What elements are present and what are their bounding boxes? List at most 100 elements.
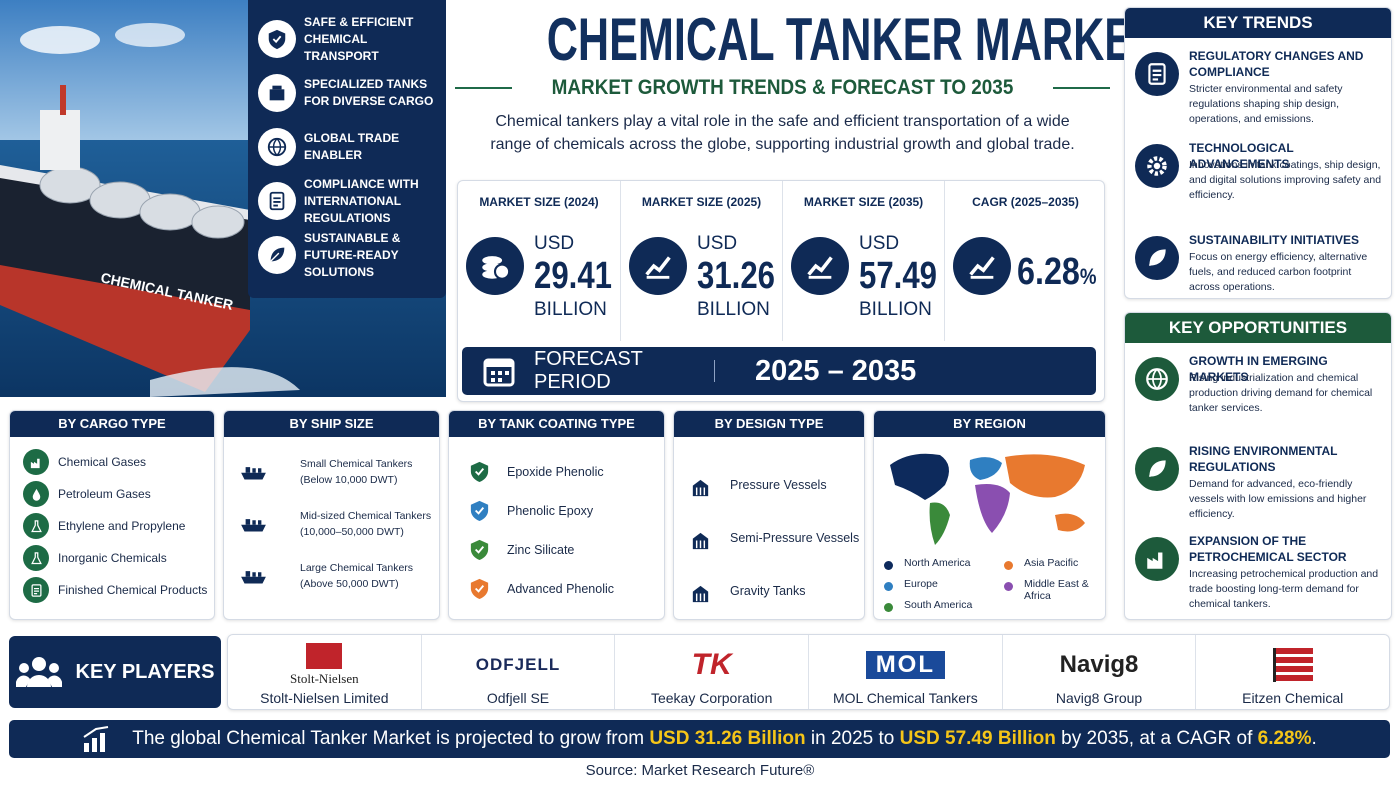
icon-part xyxy=(245,570,250,577)
rule xyxy=(455,87,512,89)
ship-size-range: (Below 10,000 DWT) xyxy=(300,474,398,486)
icon-part xyxy=(48,663,59,673)
icon-part xyxy=(240,518,266,531)
segment-title: BY SHIP SIZE xyxy=(224,411,439,437)
icon-part xyxy=(257,467,261,473)
summary: The global Chemical Tanker Market is pro… xyxy=(132,728,1317,750)
key-players-title: KEY PLAYERS xyxy=(75,660,215,683)
icon xyxy=(791,237,849,295)
feature-label: GLOBAL TRADE ENABLER xyxy=(304,131,400,162)
item-text: Focus on energy efficiency, alternative … xyxy=(1189,251,1368,293)
icon-part xyxy=(474,584,484,593)
icon xyxy=(1135,537,1179,581)
item-title: REGULATORY CHANGES AND COMPLIANCE xyxy=(1189,49,1364,79)
icon-part xyxy=(92,738,98,752)
icon-part xyxy=(33,587,39,594)
icon-part xyxy=(32,488,40,501)
icon-part xyxy=(1153,162,1161,170)
feature-label: SPECIALIZED TANKS FOR DIVERSE CARGO xyxy=(304,77,434,108)
cargo-item: Inorganic Chemicals xyxy=(58,551,167,565)
tank xyxy=(191,205,245,239)
icon-part xyxy=(1147,552,1163,569)
item-text: Demand for advanced, eco-friendly vessel… xyxy=(1189,478,1367,520)
wake xyxy=(150,367,300,397)
stat-label: MARKET SIZE (2035) xyxy=(803,195,924,209)
feature: GLOBAL TRADE ENABLER xyxy=(258,122,442,172)
segment-title: BY DESIGN TYPE xyxy=(674,411,864,437)
icon-part xyxy=(1148,255,1160,267)
icon-part xyxy=(474,545,484,554)
logo-text: Navig8 xyxy=(1059,651,1139,678)
players-panel: Stolt-Nielsen Stolt-Nielsen Limited ODFJEL… xyxy=(227,634,1390,710)
panel-title: KEY OPPORTUNITIES xyxy=(1125,313,1391,343)
summary-bar: The global Chemical Tanker Market is pro… xyxy=(9,720,1390,758)
segment-title: BY TANK COATING TYPE xyxy=(449,411,664,437)
icon-part xyxy=(470,578,488,599)
player: Eitzen Chemical xyxy=(1195,635,1389,709)
cargo-item: Ethylene and Propylene xyxy=(58,519,186,533)
calendar-icon xyxy=(483,358,515,387)
deck-tanks xyxy=(39,166,245,239)
icon-part xyxy=(30,551,42,564)
stat: CAGR (2025–2035) 6.28% xyxy=(944,181,1106,341)
summary-highlight: 6.28% xyxy=(1257,728,1312,749)
stat-unit: BILLION xyxy=(697,299,770,320)
icon-part xyxy=(1147,156,1167,176)
subtitle: MARKET GROWTH TRENDS & FORECAST TO 2035 xyxy=(551,76,1014,99)
player-logo: MOL xyxy=(809,643,1002,687)
icon-part xyxy=(692,585,708,602)
tank xyxy=(139,193,201,231)
icon-part xyxy=(272,85,282,90)
legend-dot xyxy=(1004,582,1013,591)
feature: SUSTAINABLE & FUTURE-READY SOLUTIONS xyxy=(258,230,442,280)
design-item: Semi-Pressure Vessels xyxy=(730,531,860,545)
icon-part xyxy=(273,197,281,207)
icon-part xyxy=(1147,156,1167,176)
icon-part xyxy=(646,275,670,279)
ship-size-range: (10,000–50,000 DWT) xyxy=(300,526,404,538)
title: CHEMICAL TANKER MARKET xyxy=(546,6,1160,73)
icon-part xyxy=(47,675,62,687)
legend-label: Asia Pacific xyxy=(1024,557,1079,569)
item-text: Stricter environmental and safety regula… xyxy=(1189,83,1343,125)
feature: SPECIALIZED TANKS FOR DIVERSE CARGO xyxy=(258,68,442,118)
item-text: Increasing petrochemical production and … xyxy=(1189,568,1379,610)
key-opportunities-panel: KEY OPPORTUNITIES GROWTH IN EMERGING MARK… xyxy=(1124,312,1392,620)
feature-label: SAFE & EFFICIENT CHEMICAL TRANSPORT xyxy=(304,14,414,63)
icon xyxy=(23,577,49,603)
stat-prefix: USD xyxy=(697,233,738,254)
icon-part xyxy=(30,551,42,564)
icon-part xyxy=(240,472,266,479)
icon-part xyxy=(485,360,513,367)
item-title: RISING ENVIRONMENTAL REGULATIONS xyxy=(1189,444,1338,474)
icon-part xyxy=(31,657,46,671)
cloud xyxy=(20,26,100,54)
icon xyxy=(230,447,276,493)
coating-item: Epoxide Phenolic xyxy=(507,465,604,479)
icon xyxy=(459,451,499,491)
icon-part xyxy=(929,502,950,545)
icon-part xyxy=(498,378,502,382)
summary-text: The global Chemical Tanker Market is pro… xyxy=(132,728,650,749)
icon-part xyxy=(692,532,708,549)
icon-part xyxy=(245,466,250,473)
icon-part xyxy=(1148,460,1166,478)
summary-highlight: USD 57.49 Billion xyxy=(899,728,1056,749)
source: Source: Market Research Future® xyxy=(585,762,815,779)
stat: MARKET SIZE (2025) USD 31.26 BILLION xyxy=(620,181,782,341)
legend-label: South America xyxy=(904,599,973,611)
item-title: TECHNOLOGICAL ADVANCEMENTS xyxy=(1189,141,1294,171)
icon-part xyxy=(969,256,995,276)
icon-part xyxy=(251,571,256,577)
hull-bottom xyxy=(0,265,250,392)
world-map xyxy=(880,445,1102,551)
subtitle-row: MARKET GROWTH TRENDS & FORECAST TO 2035 xyxy=(455,76,1110,100)
item-text: Innovations in tank coatings, ship desig… xyxy=(1189,159,1382,201)
logo-flag xyxy=(1272,648,1313,682)
icon-part xyxy=(1147,368,1167,390)
stat-prefix: USD xyxy=(534,233,575,254)
icon-part xyxy=(491,371,495,375)
stat-prefix: USD xyxy=(859,233,900,254)
stat-group: 6.28% xyxy=(1017,251,1097,294)
icon-part xyxy=(245,518,250,525)
